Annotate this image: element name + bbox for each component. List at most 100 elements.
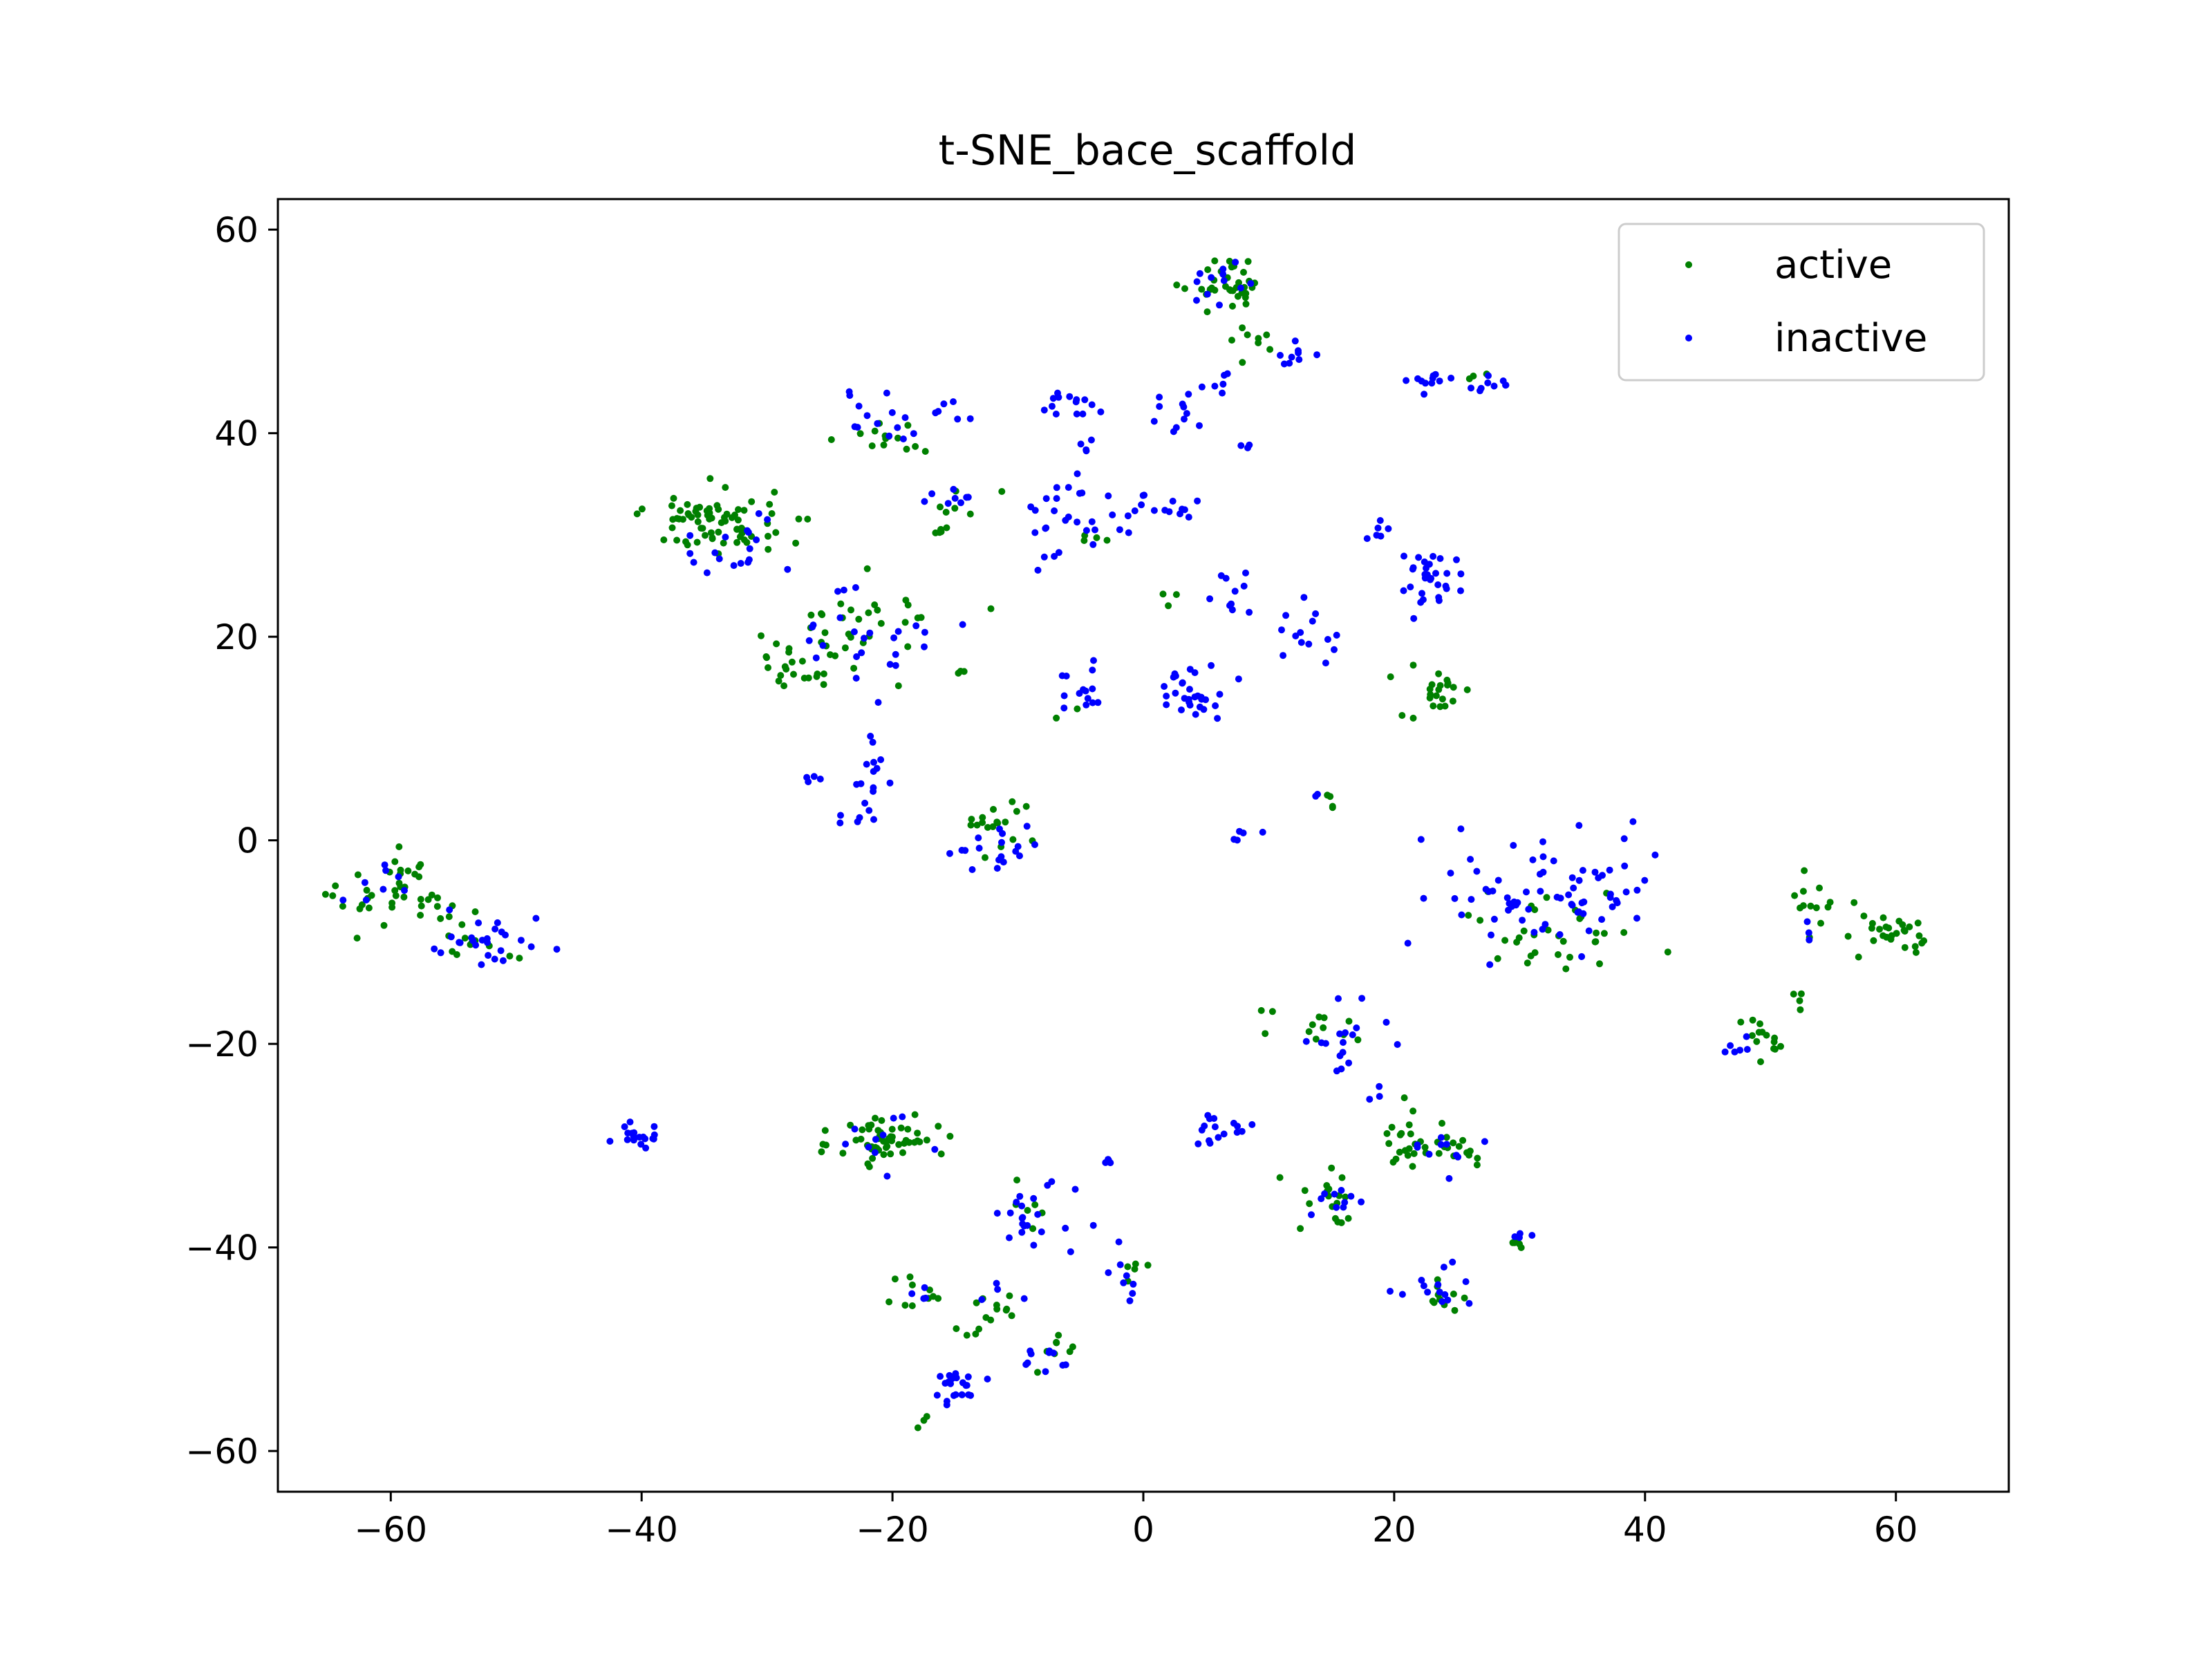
point-active	[1338, 1219, 1345, 1226]
point-inactive	[1490, 915, 1498, 923]
point-inactive	[870, 787, 877, 795]
point-inactive	[1387, 1288, 1394, 1295]
point-active	[363, 886, 371, 894]
point-inactive	[861, 799, 869, 807]
point-inactive	[854, 424, 861, 431]
point-active	[694, 511, 702, 518]
point-active	[798, 657, 806, 665]
point-active	[708, 514, 715, 522]
point-inactive	[642, 1144, 650, 1152]
point-inactive	[1031, 529, 1039, 536]
point-inactive	[932, 409, 939, 417]
point-active	[1755, 1029, 1763, 1036]
point-inactive	[1042, 495, 1050, 503]
point-active	[1816, 884, 1823, 892]
point-inactive	[746, 545, 753, 552]
point-active	[766, 500, 774, 508]
point-inactive	[1020, 1295, 1028, 1302]
point-inactive	[1236, 827, 1243, 835]
point-inactive	[805, 637, 813, 644]
point-inactive	[1203, 290, 1211, 298]
point-inactive	[690, 559, 697, 566]
point-active	[1885, 924, 1893, 932]
point-inactive	[1204, 1112, 1212, 1119]
point-active	[1527, 952, 1535, 959]
point-inactive	[1575, 822, 1583, 830]
point-inactive	[863, 760, 870, 768]
point-inactive	[850, 628, 858, 635]
point-inactive	[447, 933, 455, 941]
point-inactive	[361, 879, 368, 886]
point-active	[1450, 1291, 1457, 1297]
point-inactive	[1609, 903, 1616, 910]
point-inactive	[532, 915, 540, 922]
point-inactive	[1409, 564, 1417, 572]
point-active	[748, 498, 756, 505]
point-active	[923, 1136, 930, 1144]
point-inactive	[1445, 1174, 1453, 1182]
point-inactive	[1097, 408, 1105, 415]
point-active	[697, 525, 705, 532]
point-inactive	[1125, 529, 1132, 536]
point-active	[660, 536, 668, 543]
point-active	[1438, 695, 1446, 703]
legend-marker-active	[1685, 261, 1692, 268]
point-inactive	[1062, 516, 1069, 524]
y-tick-label: −20	[185, 1024, 259, 1065]
point-active	[891, 1275, 899, 1283]
point-inactive	[1568, 901, 1576, 909]
point-inactive	[1071, 1185, 1079, 1193]
point-inactive	[836, 819, 844, 827]
point-active	[973, 1299, 980, 1306]
point-active	[790, 671, 797, 678]
point-active	[868, 442, 876, 449]
point-active	[856, 430, 864, 438]
point-inactive	[1629, 818, 1637, 825]
point-inactive	[456, 939, 463, 946]
point-inactive	[993, 1210, 1001, 1217]
point-inactive	[1196, 422, 1203, 429]
point-inactive	[1181, 506, 1188, 514]
point-inactive	[362, 897, 370, 903]
point-inactive	[1238, 1127, 1246, 1135]
point-inactive	[978, 1296, 986, 1304]
point-active	[868, 1121, 875, 1129]
point-inactive	[997, 853, 1005, 861]
point-inactive	[1530, 928, 1538, 936]
point-inactive	[755, 510, 762, 517]
point-inactive	[1073, 410, 1080, 418]
point-inactive	[1441, 1291, 1449, 1298]
point-active	[1301, 1187, 1309, 1194]
point-inactive	[921, 643, 928, 650]
legend-marker-inactive	[1685, 335, 1692, 341]
point-active	[1435, 1150, 1443, 1157]
point-active	[885, 1136, 893, 1144]
point-active	[1055, 1331, 1062, 1339]
point-inactive	[845, 388, 853, 395]
point-active	[1396, 1131, 1404, 1138]
point-active	[1342, 1193, 1349, 1201]
point-inactive	[1333, 1203, 1340, 1211]
point-inactive	[1206, 595, 1214, 603]
point-inactive	[1806, 936, 1813, 944]
point-inactive	[1089, 666, 1096, 674]
point-active	[1450, 1139, 1457, 1147]
point-active	[943, 524, 950, 532]
point-active	[1266, 346, 1274, 353]
point-active	[1165, 602, 1172, 610]
point-inactive	[1410, 615, 1418, 622]
point-active	[1131, 1265, 1138, 1273]
point-inactive	[1067, 1248, 1074, 1255]
point-active	[880, 441, 888, 449]
point-inactive	[1510, 898, 1518, 906]
point-inactive	[1489, 888, 1497, 894]
point-inactive	[1018, 1202, 1026, 1210]
point-active	[1409, 662, 1417, 669]
y-tick-label: −40	[185, 1228, 259, 1268]
point-active	[1031, 1201, 1039, 1208]
point-inactive	[1219, 389, 1226, 397]
point-active	[1749, 1016, 1756, 1024]
point-active	[782, 666, 790, 673]
point-inactive	[1115, 1238, 1123, 1246]
point-inactive	[1503, 894, 1511, 901]
